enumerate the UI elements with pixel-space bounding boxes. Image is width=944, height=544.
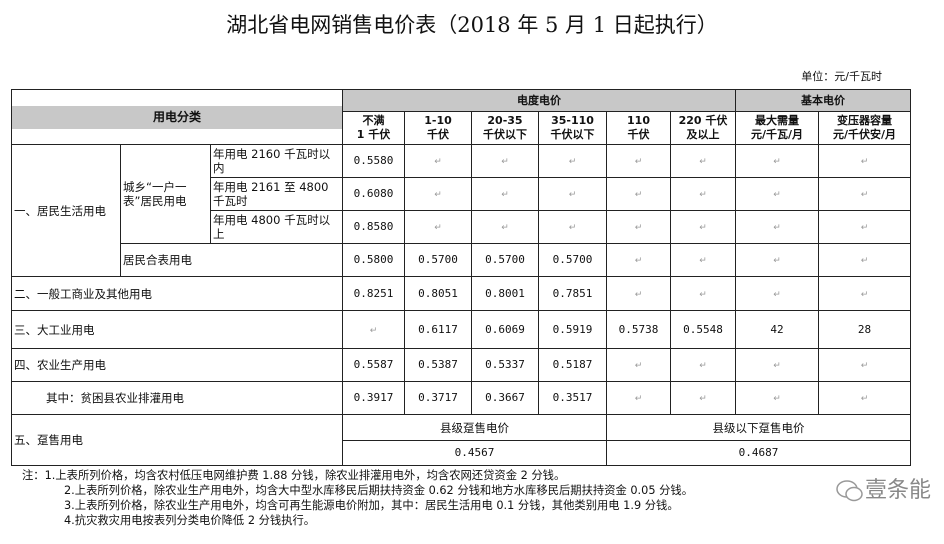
note: 注：1.上表所列价格，均含农村低压电网维护费 1.88 分钱，除农业排灌用电外，… [22,469,566,482]
price-cell [670,381,736,415]
column-header: 1-10 千伏 [404,111,472,145]
row-label: 二、一般工商业及其他用电 [11,276,343,311]
price-table: 用电分类 电度电价 基本电价 不满 1 千伏 1-10 千伏 20-35 千伏以下 3… [11,89,911,466]
price-cell: 0.8251 [342,276,405,311]
price-cell: 0.5700 [538,243,607,277]
price-cell: 0.3667 [471,381,539,415]
note: 3.上表所列价格，除农业生产用电外，均含可再生能源电价附加，其中：居民生活用电 … [64,499,679,512]
price-cell [735,243,819,277]
price-cell: 0.5700 [404,243,472,277]
price-cell [735,381,819,415]
row-label: 三、大工业用电 [11,310,343,349]
wholesale-label: 五、趸售用电 [11,414,343,466]
price-cell: 0.5548 [670,310,736,349]
county-wholesale-label: 县级趸售电价 [342,414,607,441]
column-header: 35-110 千伏以下 [538,111,607,145]
column-header: 220 千伏 及以上 [670,111,736,145]
price-cell: 0.5700 [471,243,539,277]
row-label: 其中：贫困县农业排灌用电 [11,381,343,415]
price-cell [670,348,736,382]
column-header: 最大需量 元/千瓦/月 [735,111,819,145]
row-label: 四、农业生产用电 [11,348,343,382]
price-cell: 0.3917 [342,381,405,415]
price-cell: 0.8001 [471,276,539,311]
price-cell: 0.6069 [471,310,539,349]
below-county-wholesale-price: 0.4687 [606,440,911,466]
tier-price: 0.6080 [342,177,405,211]
shared-meter-label: 居民合表用电 [120,243,343,277]
price-cell: 0.5187 [538,348,607,382]
price-cell: 0.5387 [404,348,472,382]
energy-price-header: 电度电价 [342,89,736,112]
price-cell: 0.5919 [538,310,607,349]
price-cell: 28 [818,310,911,349]
category-header: 用电分类 [11,89,343,145]
tier-label: 年用电 2161 至 4800 千瓦时 [210,177,343,211]
residential-label: 一、居民生活用电 [11,144,121,277]
price-cell: 42 [735,310,819,349]
price-cell: 0.5337 [471,348,539,382]
price-cell: 0.5800 [342,243,405,277]
price-cell: 0.5587 [342,348,405,382]
price-cell [606,348,671,382]
price-cell [670,243,736,277]
price-cell [606,276,671,311]
price-cell [735,276,819,311]
page-title: 湖北省电网销售电价表（2018 年 5 月 1 日起执行） [226,13,718,37]
price-cell: 0.7851 [538,276,607,311]
price-cell [606,381,671,415]
watermark-text: 壹条能 [864,478,931,503]
price-cell: 0.6117 [404,310,472,349]
basic-price-header: 基本电价 [735,89,911,112]
price-cell [818,348,911,382]
price-cell [670,276,736,311]
county-wholesale-price: 0.4567 [342,440,607,466]
tier-price: 0.5580 [342,144,405,178]
tier-label: 年用电 4800 千瓦时以上 [210,210,343,244]
notes: 注：1.上表所列价格，均含农村低压电网维护费 1.88 分钱，除农业排灌用电外，… [11,468,931,528]
column-header: 110 千伏 [606,111,671,145]
column-header: 20-35 千伏以下 [471,111,539,145]
price-cell: 0.8051 [404,276,472,311]
price-cell [342,310,405,349]
price-cell [818,381,911,415]
unit-label: 单位：元/千瓦时 [801,70,882,83]
price-cell [735,348,819,382]
column-header: 变压器容量 元/千伏安/月 [818,111,911,145]
price-cell: 0.5738 [606,310,671,349]
watermark-logo: 壹条能 [835,478,931,504]
column-header: 不满 1 千伏 [342,111,405,145]
price-cell: 0.3517 [538,381,607,415]
content: 用电分类 电度电价 基本电价 不满 1 千伏 1-10 千伏 20-35 千伏以下 3… [11,89,931,528]
price-cell [818,243,911,277]
price-cell [606,243,671,277]
wechat-icon [836,480,863,502]
price-cell: 0.3717 [404,381,472,415]
tier-price: 0.8580 [342,210,405,244]
below-county-wholesale-label: 县级以下趸售电价 [606,414,911,441]
one-meter-label: 城乡“一户一表”居民用电 [120,144,211,244]
note: 2.上表所列价格，除农业生产用电外，均含大中型水库移民后期扶持资金 0.62 分… [64,484,694,497]
price-cell [818,276,911,311]
note: 4.抗灾救灾用电按表列分类电价降低 2 分钱执行。 [64,514,316,527]
tier-label: 年用电 2160 千瓦时以内 [210,144,343,178]
